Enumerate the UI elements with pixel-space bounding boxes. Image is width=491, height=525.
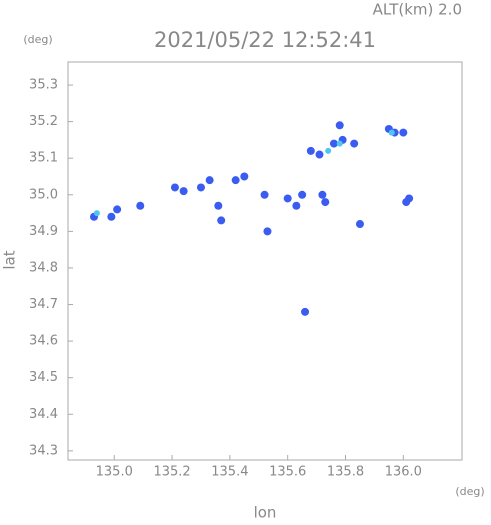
y-unit: (deg)	[23, 33, 52, 46]
echo	[240, 172, 249, 181]
echo	[283, 194, 292, 203]
echo	[335, 121, 344, 130]
plot-frame	[67, 61, 463, 461]
y-tick-label: 34.8	[29, 260, 58, 275]
y-tick-label: 34.9	[29, 224, 58, 239]
echo	[260, 190, 269, 199]
chart-title: 2021/05/22 12:52:41	[154, 28, 376, 52]
y-tick-label: 35.1	[29, 151, 58, 166]
echo	[388, 129, 395, 136]
y-tick-label: 35.0	[29, 187, 58, 202]
y-tick-label: 34.7	[29, 297, 58, 312]
echo	[402, 198, 411, 207]
echo	[315, 150, 324, 159]
x-tick-label: 135.2	[153, 465, 190, 480]
x-tick-label: 136.0	[385, 465, 422, 480]
echo	[321, 198, 330, 207]
y-tick-label: 34.3	[29, 443, 58, 458]
y-tick-label: 34.4	[29, 407, 58, 422]
chart-subtitle: ALT(km) 2.0	[373, 1, 462, 19]
x-tick-label: 135.8	[327, 465, 364, 480]
x-tick-label: 135.6	[269, 465, 306, 480]
echo	[298, 190, 307, 199]
echo	[325, 147, 332, 154]
echo	[93, 210, 100, 217]
echo	[329, 139, 338, 148]
y-tick-label: 34.5	[29, 370, 58, 385]
echo	[350, 139, 359, 148]
y-tick-label: 35.2	[29, 114, 58, 129]
echo	[136, 201, 145, 210]
y-tick-label: 35.3	[29, 78, 58, 93]
echo	[399, 128, 408, 137]
echo	[292, 201, 301, 210]
echo	[355, 220, 364, 229]
y-axis-label: lat	[1, 250, 19, 269]
echo	[205, 176, 214, 185]
echo	[196, 183, 205, 192]
x-unit: (deg)	[455, 485, 484, 498]
echo	[306, 146, 315, 155]
echo	[214, 201, 223, 210]
x-axis-label: lon	[254, 504, 277, 522]
echo	[217, 216, 226, 225]
echo	[318, 190, 327, 199]
y-tick-label: 34.6	[29, 334, 58, 349]
echo	[301, 307, 310, 316]
echo	[107, 212, 116, 221]
echo	[179, 187, 188, 196]
echo	[113, 205, 122, 214]
echo	[336, 140, 343, 147]
echo	[263, 227, 272, 236]
echo	[170, 183, 179, 192]
x-tick-label: 135.0	[96, 465, 133, 480]
x-tick-label: 135.4	[211, 465, 248, 480]
echo	[231, 176, 240, 185]
